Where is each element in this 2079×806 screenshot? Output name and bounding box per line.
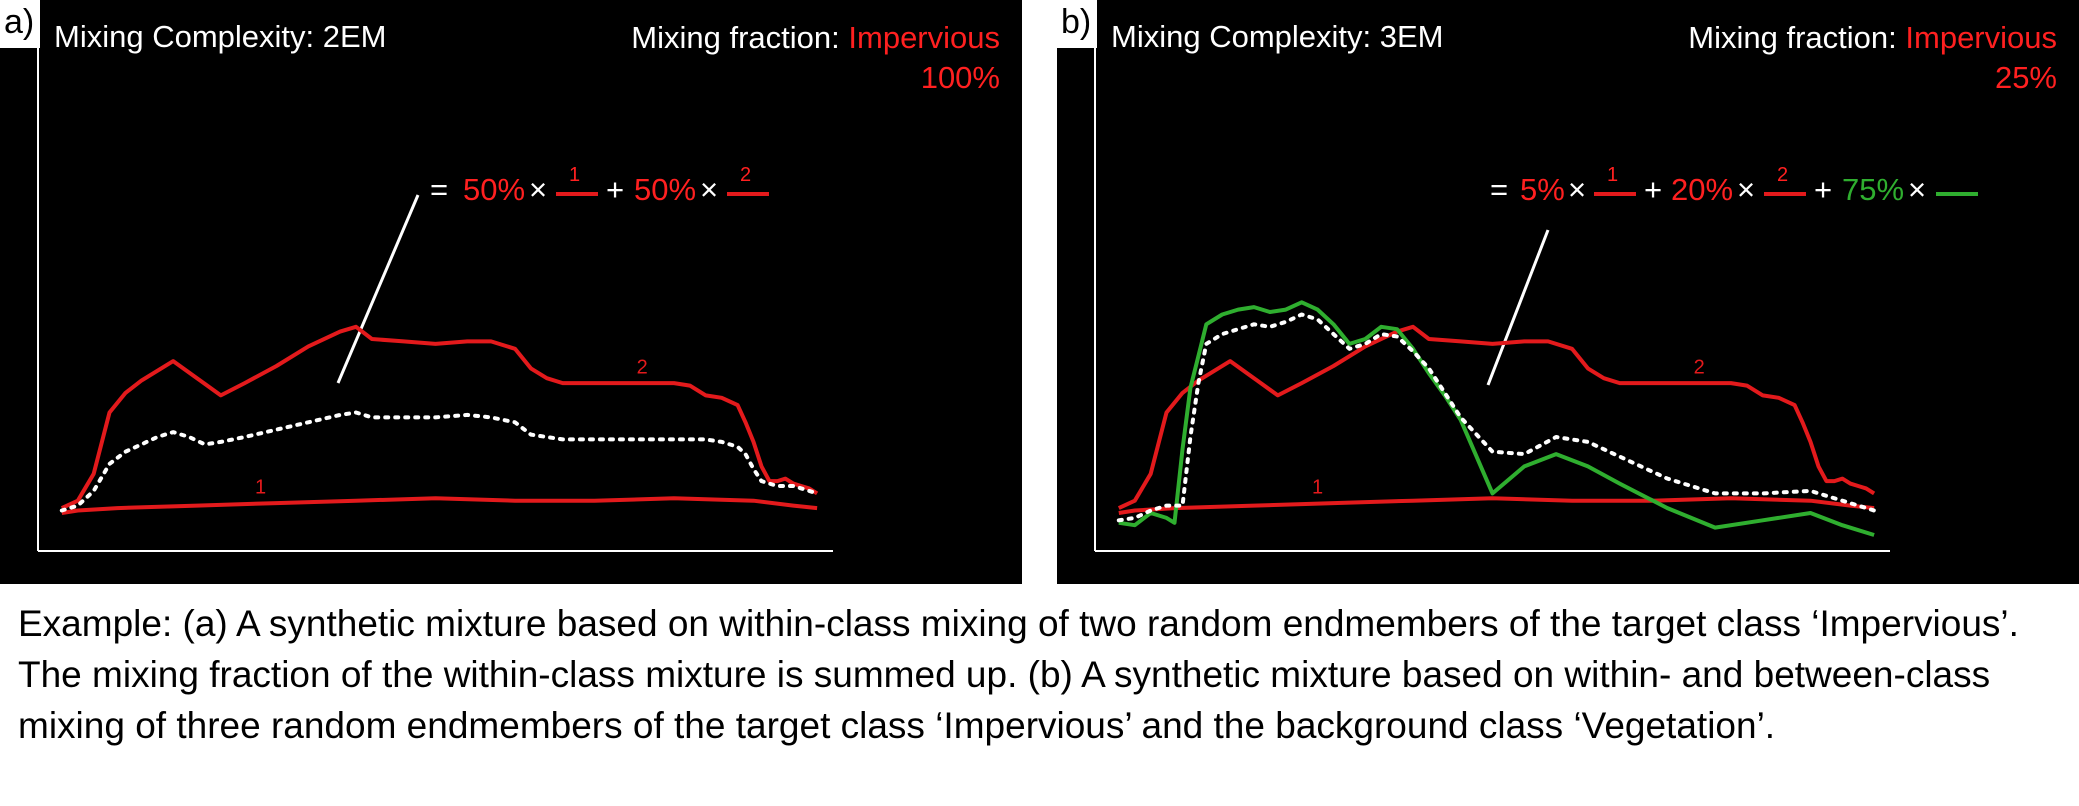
endmember-index-2: 2: [740, 164, 752, 186]
fraction-label: Mixing fraction:: [631, 20, 840, 55]
series-line-impervious-1: [1118, 496, 1875, 515]
series-layer-a: [59, 324, 820, 515]
plus-2: +: [1814, 172, 1833, 207]
endmember-swatch-1: [556, 192, 598, 196]
series-label-1: 1: [255, 476, 266, 498]
figure-caption: Example: (a) A synthetic mixture based o…: [18, 603, 2019, 746]
series-line-vegetation: [1118, 300, 1875, 537]
fraction-value: 100%: [920, 60, 1000, 95]
leader-line: [336, 194, 420, 384]
series-line-mixture: [1116, 312, 1877, 523]
mixing-fraction: Mixing fraction: Impervious 25%: [1688, 18, 2057, 98]
coef-3: 75%: [1842, 172, 1905, 207]
chart-b-svg: 12: [1094, 48, 1890, 552]
endmember-swatch-3: [1936, 192, 1978, 196]
panel-tag: b): [1057, 0, 1098, 48]
label-layer-b: 12: [1312, 356, 1705, 498]
series-layer-b: [1116, 300, 1877, 537]
series-line-mixture: [59, 410, 820, 513]
coef-2: 50%: [634, 172, 697, 207]
endmember-index-1: 1: [1607, 164, 1619, 186]
fraction-class: Impervious: [848, 20, 1000, 55]
label-layer-a: 12: [255, 356, 648, 498]
series-line-impervious-2: [1117, 324, 1876, 510]
plus-1: +: [606, 172, 625, 207]
fraction-class: Impervious: [1905, 20, 2057, 55]
plus-1: +: [1644, 172, 1663, 207]
panel-title: Mixing Complexity: 2EM: [54, 19, 387, 54]
equals-sign: =: [1490, 172, 1509, 207]
leader-line: [1486, 229, 1550, 386]
times-2: ×: [1737, 172, 1756, 207]
series-label-1: 1: [1312, 476, 1323, 498]
equals-sign: =: [430, 172, 449, 207]
panel-tag: a): [0, 0, 41, 48]
coef-2: 20%: [1671, 172, 1734, 207]
fraction-value: 25%: [1994, 60, 2057, 95]
endmember-index-1: 1: [569, 164, 581, 186]
times-1: ×: [529, 172, 548, 207]
coef-1: 50%: [463, 172, 526, 207]
endmember-index-2: 2: [1777, 164, 1789, 186]
fraction-label: Mixing fraction:: [1688, 20, 1897, 55]
coef-1: 5%: [1520, 172, 1565, 207]
series-line-impervious-2: [60, 324, 819, 510]
series-line-impervious-1: [61, 496, 818, 515]
endmember-swatch-2: [727, 192, 769, 196]
series-label-2: 2: [1694, 356, 1705, 378]
series-label-2: 2: [637, 356, 648, 378]
mixing-fraction: Mixing fraction: Impervious 100%: [631, 18, 1000, 98]
panel-title: Mixing Complexity: 3EM: [1111, 19, 1444, 54]
times-2: ×: [700, 172, 719, 207]
times-1: ×: [1568, 172, 1587, 207]
times-3: ×: [1908, 172, 1927, 207]
chart-a-svg: 12: [37, 48, 833, 552]
endmember-swatch-1: [1594, 192, 1636, 196]
endmember-swatch-2: [1764, 192, 1806, 196]
